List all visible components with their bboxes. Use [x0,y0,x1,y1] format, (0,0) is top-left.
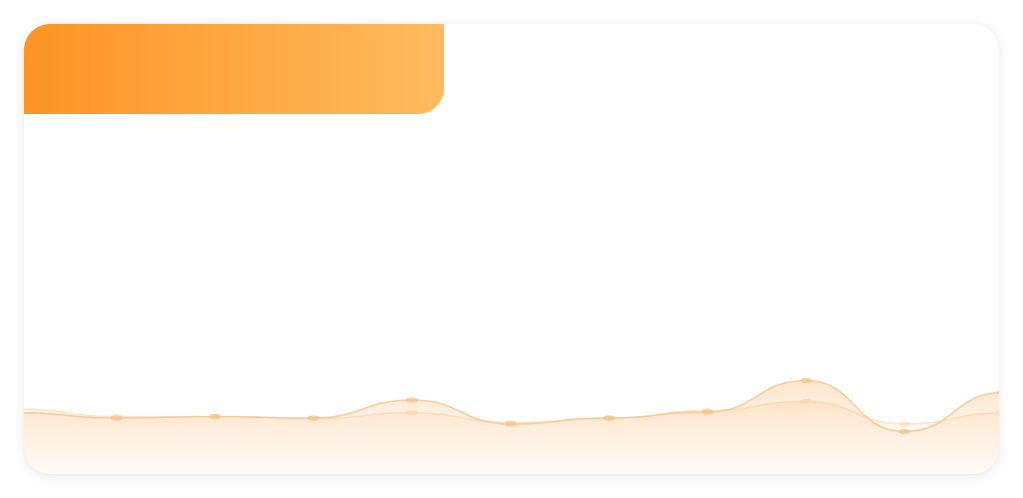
wave-point-2-9 [898,421,911,427]
wave-point-1-9 [898,428,911,435]
wave-area-1 [24,380,999,474]
wave-point-1-5 [504,421,517,427]
wave-point-1-7 [701,409,714,415]
wave-point-1-6 [603,415,615,421]
wave-point-1-2 [209,413,221,420]
wave-point-1-10 [997,390,999,395]
wave-layer [24,377,999,474]
wave-line-1 [24,379,999,433]
background-wave-chart [24,377,999,474]
wave-point-1-4 [406,397,418,403]
card-header-tab [24,24,444,114]
wave-point-1-3 [307,415,320,421]
wave-point-1-8 [800,377,812,384]
dashboard-card [24,24,999,474]
wave-point-1-1 [110,415,123,421]
